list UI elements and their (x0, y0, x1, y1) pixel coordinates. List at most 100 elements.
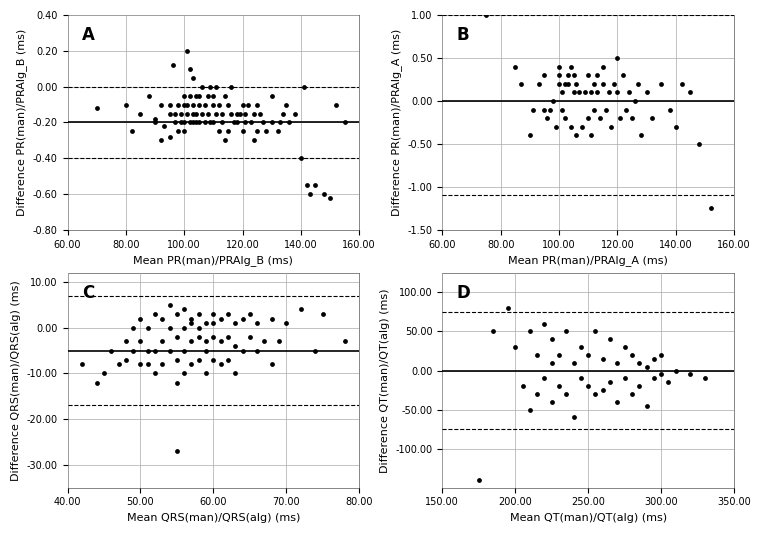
Point (605, 122, 617, 131)
Point (193, 91, 205, 100)
Point (589, 390, 601, 398)
Point (604, 335, 616, 343)
Point (149, 310, 161, 318)
Point (229, 369, 242, 378)
Point (664, 105, 676, 114)
Point (233, 109, 245, 118)
Point (178, 305, 190, 314)
Point (280, 319, 293, 327)
Y-axis label: Difference PR(man)/PRAlg_A (ms): Difference PR(man)/PRAlg_A (ms) (391, 29, 402, 216)
Point (684, 88, 696, 97)
Point (260, 127, 272, 136)
Point (149, 115, 161, 123)
Point (207, 333, 219, 341)
Point (266, 315, 278, 323)
Point (608, 80, 620, 88)
Point (662, 378, 674, 387)
Point (204, 82, 216, 91)
Point (280, 100, 293, 109)
Point (597, 386, 609, 394)
Point (187, 109, 199, 118)
Point (588, 105, 600, 114)
Point (324, 193, 336, 202)
Point (693, 140, 705, 148)
X-axis label: Mean PR(man)/PRAlg_A (ms): Mean PR(man)/PRAlg_A (ms) (508, 255, 668, 266)
Point (127, 347, 139, 355)
Point (149, 118, 161, 127)
Point (560, 390, 572, 398)
Point (568, 413, 580, 422)
Point (172, 127, 184, 136)
Point (544, 105, 556, 114)
Point (629, 97, 641, 105)
Text: C: C (82, 284, 94, 302)
Point (193, 356, 205, 364)
Point (509, 343, 521, 351)
Point (149, 347, 161, 355)
Point (127, 324, 139, 332)
Point (236, 127, 248, 136)
Point (185, 319, 197, 327)
Point (626, 390, 638, 398)
Point (684, 370, 696, 379)
Point (509, 62, 521, 71)
Point (573, 88, 585, 97)
Point (648, 374, 660, 382)
Point (229, 342, 242, 350)
Point (633, 382, 645, 390)
Point (317, 310, 329, 318)
Point (559, 114, 571, 122)
Point (338, 118, 351, 127)
Point (579, 88, 591, 97)
Point (204, 118, 216, 127)
Point (531, 390, 543, 398)
Point (190, 109, 202, 118)
Point (149, 369, 161, 378)
Point (193, 100, 205, 109)
Point (274, 118, 287, 127)
Point (550, 122, 562, 131)
Point (164, 347, 176, 355)
Point (166, 61, 178, 69)
Point (571, 80, 583, 88)
Point (210, 109, 223, 118)
Point (239, 118, 251, 127)
Point (646, 114, 658, 122)
Point (591, 88, 603, 97)
Point (219, 136, 231, 145)
Point (575, 374, 587, 382)
Point (215, 315, 227, 323)
Point (142, 347, 154, 355)
Point (632, 80, 644, 88)
Point (236, 315, 248, 323)
Point (98, 369, 110, 378)
Point (620, 105, 632, 114)
Point (169, 109, 181, 118)
Point (251, 100, 263, 109)
Point (222, 356, 234, 364)
Point (244, 310, 256, 318)
Point (576, 122, 588, 131)
Point (156, 315, 168, 323)
Point (213, 127, 226, 136)
Point (236, 100, 248, 109)
Point (553, 62, 565, 71)
Point (164, 301, 176, 309)
Point (178, 324, 190, 332)
Point (591, 71, 603, 80)
Point (155, 100, 167, 109)
Point (207, 356, 219, 364)
Point (245, 118, 258, 127)
Point (533, 80, 545, 88)
Point (164, 100, 176, 109)
Point (242, 100, 255, 109)
Point (251, 319, 263, 327)
Point (155, 136, 167, 145)
Point (553, 351, 565, 359)
Point (185, 360, 197, 368)
Point (562, 80, 574, 88)
Point (655, 370, 668, 379)
Point (164, 132, 176, 141)
Point (582, 351, 594, 359)
Point (309, 181, 322, 190)
